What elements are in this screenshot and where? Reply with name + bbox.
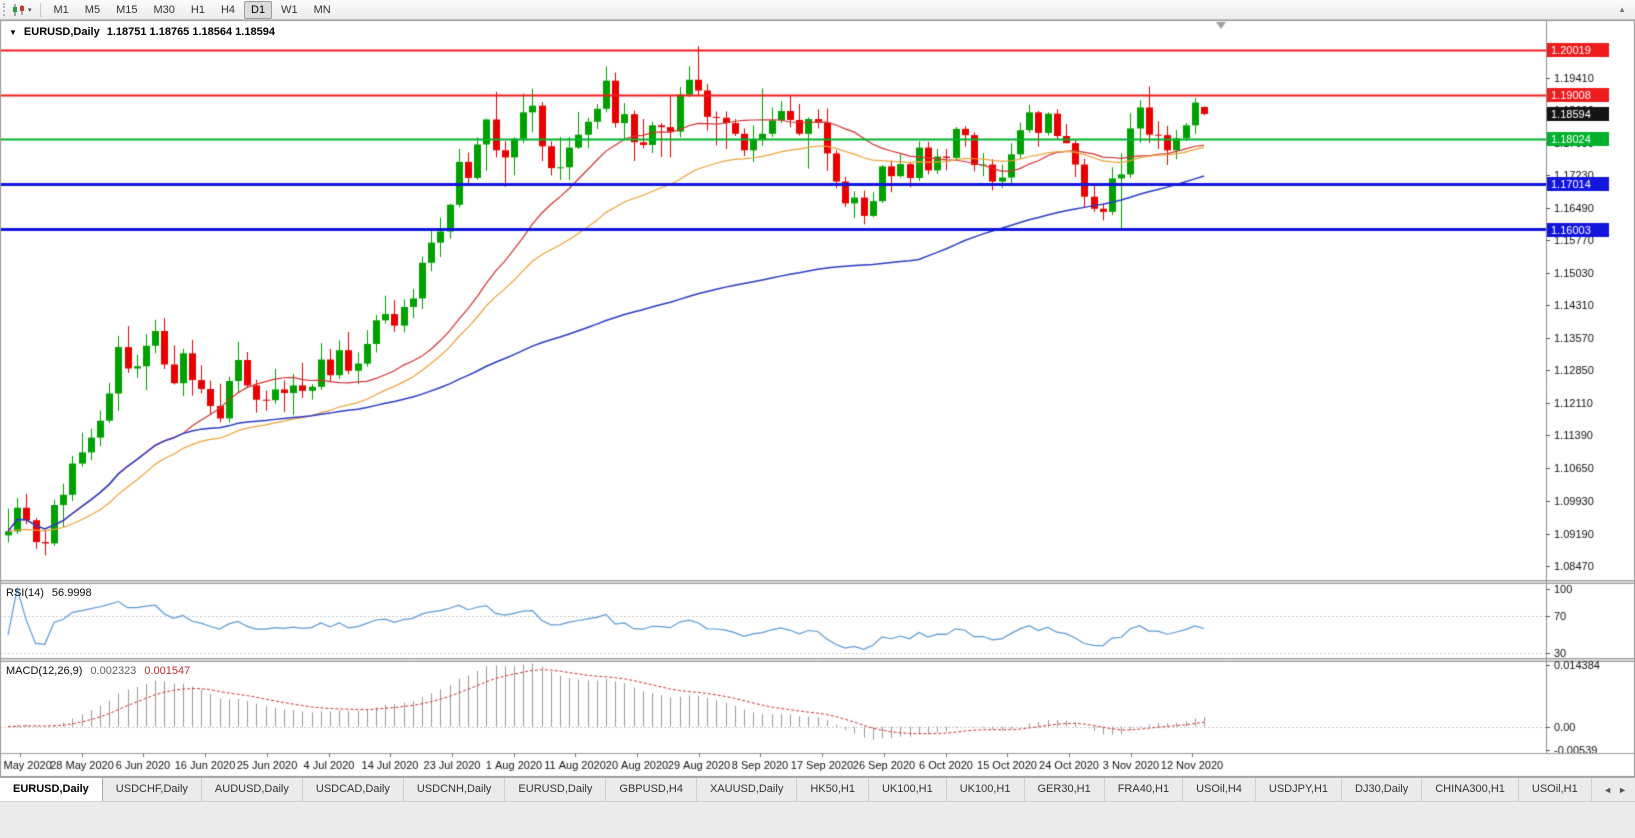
timeframe-button-h4[interactable]: H4 — [220, 3, 236, 16]
toolbar: ▾ M1 M5 M15 M30 H1 H4 D1 W1 MN ▲ — [0, 0, 1635, 20]
chart-tab-usdcad-daily[interactable]: USDCAD,Daily — [303, 778, 404, 801]
chart-type-icon[interactable] — [12, 3, 26, 16]
chart-tab-xauusd-daily[interactable]: XAUUSD,Daily — [697, 778, 798, 801]
timeframe-button-m15[interactable]: M15 — [116, 3, 138, 16]
chart-tab-usdcnh-daily[interactable]: USDCNH,Daily — [404, 778, 506, 801]
tab-scroll-right-icon[interactable]: ► — [1618, 784, 1627, 795]
chart-tab-eurusd-daily[interactable]: EURUSD,Daily — [505, 778, 607, 801]
chart-dropdown-caret-icon[interactable]: ▾ — [28, 6, 32, 14]
chart-tab-gbpusd-h4[interactable]: GBPUSD,H4 — [606, 778, 697, 801]
toolbar-more-icon[interactable]: ▲ — [1618, 5, 1626, 14]
chart-tab-uk100-h1[interactable]: UK100,H1 — [947, 778, 1025, 801]
chart-tab-fra40-h1[interactable]: FRA40,H1 — [1105, 778, 1184, 801]
toolbar-separator — [39, 2, 41, 17]
chart-tab-ger30-h1[interactable]: GER30,H1 — [1025, 778, 1105, 801]
tab-scroll-left-icon[interactable]: ◄ — [1603, 784, 1613, 795]
chart-tab-hk50-h1[interactable]: HK50,H1 — [797, 778, 869, 801]
timeframe-button-m30[interactable]: M30 — [153, 3, 175, 16]
chart-tab-audusd-daily[interactable]: AUDUSD,Daily — [202, 778, 303, 801]
chart-tab-dj30-daily[interactable]: DJ30,Daily — [1342, 778, 1423, 801]
tab-scroll-arrows: ◄ ► — [1595, 778, 1635, 801]
chart-tabs: EURUSD,Daily USDCHF,Daily AUDUSD,Daily USDC… — [0, 778, 1592, 801]
chart-tab-china300-h1[interactable]: CHINA300,H1 — [1422, 778, 1519, 801]
timeframe-button-w1[interactable]: W1 — [281, 3, 298, 16]
timeframe-button-h1[interactable]: H1 — [190, 3, 205, 16]
chart-tab-usdchf-daily[interactable]: USDCHF,Daily — [103, 778, 202, 801]
chart-tab-usoil-h4[interactable]: USOil,H4 — [1183, 778, 1256, 801]
chart-collapse-icon[interactable]: ▼ — [9, 27, 17, 37]
chart-tab-eurusd-daily[interactable]: EURUSD,Daily — [0, 778, 103, 801]
chart-window: ▼ EURUSD,Daily 1.18751 1.18765 1.18564 1… — [0, 20, 1635, 777]
chart-tab-usoil-h1[interactable]: USOil,H1 — [1519, 778, 1592, 801]
chart-tab-usdjpy-h1[interactable]: USDJPY,H1 — [1256, 778, 1343, 801]
timeframe-button-mn[interactable]: MN — [313, 3, 331, 16]
chart-tab-uk100-h1[interactable]: UK100,H1 — [869, 778, 947, 801]
timeframe-button-m1[interactable]: M1 — [53, 3, 69, 16]
timeframe-button-m5[interactable]: M5 — [84, 3, 101, 16]
status-bar — [0, 801, 1635, 838]
toolbar-drag-handle[interactable] — [3, 3, 7, 16]
timeframe-button-d1[interactable]: D1 — [244, 0, 273, 19]
timeframe-buttons: M1 M5 M15 M30 H1 H4 D1 W1 MN — [46, 0, 339, 19]
price-chart-canvas[interactable] — [0, 20, 1635, 777]
chart-tab-bar: EURUSD,Daily USDCHF,Daily AUDUSD,Daily USDC… — [0, 777, 1635, 801]
